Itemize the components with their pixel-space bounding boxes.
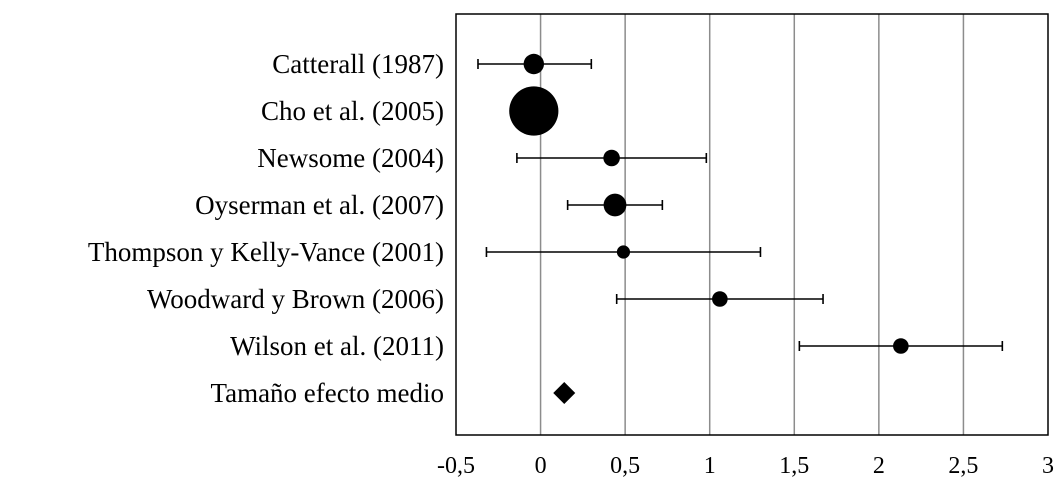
effect-point (523, 53, 545, 75)
grid-lines (539, 14, 965, 435)
study-label: Oyserman et al. (2007) (195, 190, 444, 220)
x-tick-label: 0,5 (610, 453, 640, 479)
effect-point (616, 245, 631, 259)
study-label: Catterall (1987) (272, 49, 444, 79)
study-label: Cho et al. (2005) (261, 96, 444, 126)
plot-frame (455, 13, 1049, 436)
effect-markers (477, 53, 1004, 404)
effect-point (603, 149, 620, 167)
summary-diamond (553, 382, 576, 404)
study-label: Wilson et al. (2011) (230, 331, 444, 361)
effect-point (509, 86, 559, 136)
x-axis-ticks: -0,5 0 0,5 1 1,5 2 2,5 3 (437, 453, 1054, 479)
study-labels: Catterall (1987) Cho et al. (2005) Newsome… (88, 49, 444, 408)
x-tick-label: 2,5 (948, 453, 978, 479)
summary-label: Tamaño efecto medio (210, 378, 444, 408)
effect-point (712, 291, 728, 307)
study-label: Thompson y Kelly-Vance (2001) (88, 237, 444, 267)
x-tick-label: 2 (873, 453, 885, 479)
x-tick-label: 1 (704, 453, 716, 479)
x-tick-label: -0,5 (437, 453, 475, 479)
x-tick-label: 1,5 (779, 453, 809, 479)
effect-point (893, 338, 909, 354)
x-tick-label: 3 (1042, 453, 1054, 479)
study-label: Newsome (2004) (257, 143, 444, 173)
x-tick-label: 0 (535, 453, 547, 479)
study-label: Woodward y Brown (2006) (147, 284, 444, 314)
effect-point (603, 193, 627, 217)
